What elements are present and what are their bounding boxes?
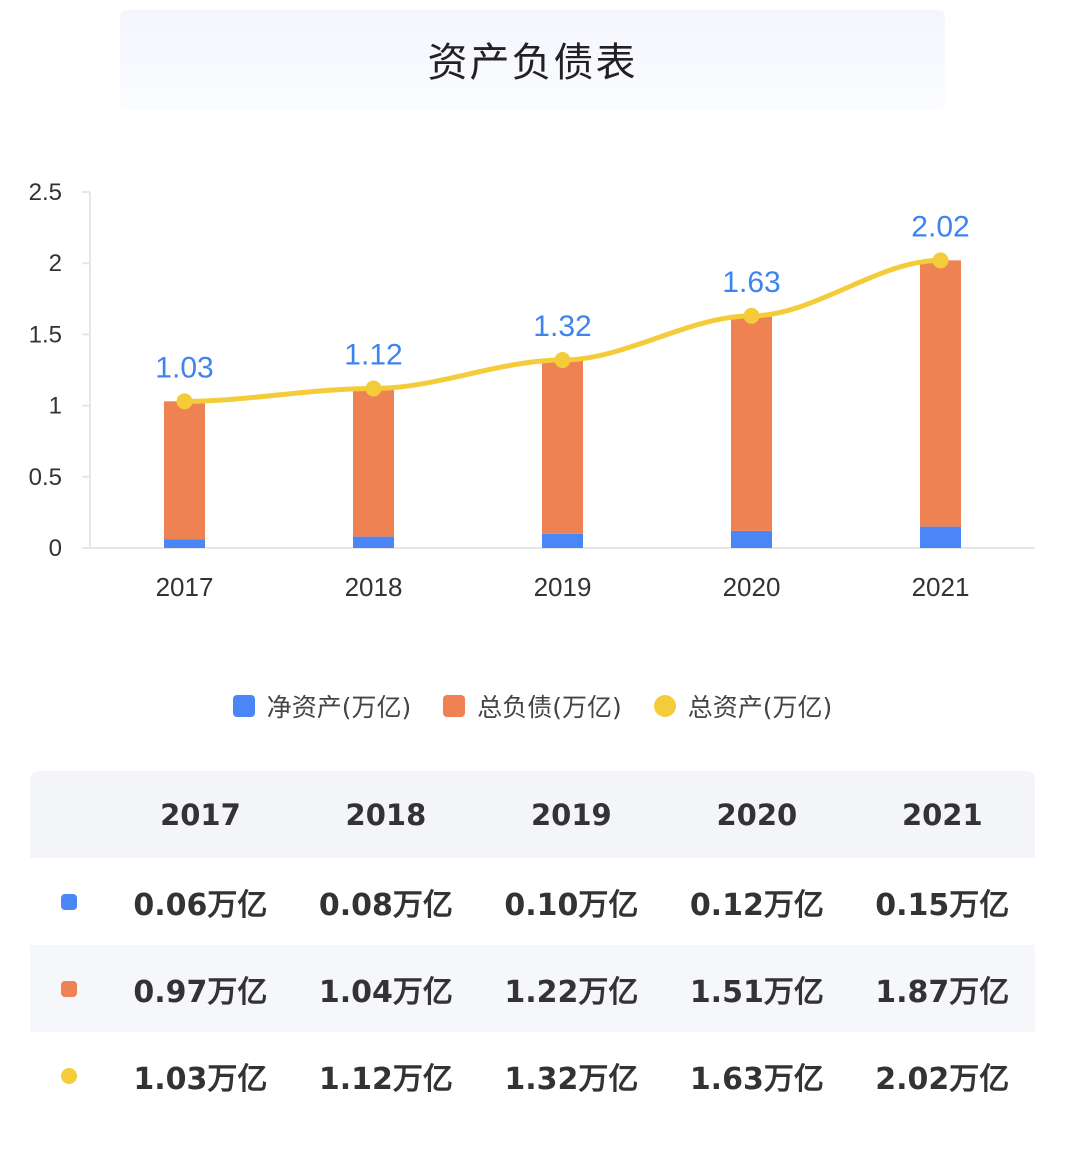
table-cell: 1.87万亿 (875, 974, 1010, 1010)
y-tick-label: 0.5 (29, 464, 62, 491)
table-cell: 1.63万亿 (689, 1061, 824, 1097)
x-tick-label: 2020 (723, 572, 781, 602)
y-tick-label: 2 (49, 250, 62, 277)
table-header-cell: 2017 (160, 797, 241, 832)
total-assets-marker (60, 1067, 77, 1084)
x-tick-label: 2018 (345, 572, 403, 602)
table-cell: 2.02万亿 (875, 1061, 1010, 1097)
y-tick-label: 2.5 (29, 179, 62, 206)
bar-net-assets (353, 536, 394, 548)
table-cell: 0.10万亿 (504, 887, 639, 923)
net-assets-marker (60, 893, 77, 910)
bar-total-liabilities (164, 401, 205, 540)
table-row-net-assets: 0.06万亿 0.08万亿 0.10万亿 0.12万亿 0.15万亿 (30, 858, 1035, 945)
legend-item-total-liabilities[interactable]: 总负债(万亿) (443, 688, 622, 724)
page-title: 资产负债表 (427, 40, 638, 86)
legend-label-total-assets: 总资产(万亿) (687, 693, 833, 722)
x-tick-label: 2017 (156, 572, 214, 602)
data-label-total-assets: 1.32 (533, 310, 591, 343)
table-cell: 1.03万亿 (133, 1061, 268, 1097)
y-tick-label: 1.5 (29, 321, 62, 348)
point-total-assets (932, 252, 949, 269)
y-tick-label: 0 (49, 535, 62, 562)
table-row-total-liabilities: 0.97万亿 1.04万亿 1.22万亿 1.51万亿 1.87万亿 (30, 945, 1035, 1032)
data-table: 2017 2018 2019 2020 2021 0.06万亿 0.08万亿 0… (30, 771, 1035, 1119)
table-header-cell: 2019 (531, 797, 612, 832)
legend-label-net-assets: 净资产(万亿) (266, 693, 412, 722)
table-header-cell: 2021 (901, 797, 983, 832)
legend-marker-net-assets (232, 695, 255, 717)
table-cell: 1.22万亿 (504, 974, 639, 1010)
legend-marker-total-assets (653, 695, 676, 717)
bar-net-assets (542, 533, 583, 548)
legend-item-total-assets[interactable]: 总资产(万亿) (653, 688, 833, 724)
table-cell: 0.97万亿 (133, 974, 268, 1010)
table-cell: 1.04万亿 (318, 974, 453, 1010)
y-tick-label: 1 (49, 393, 62, 420)
point-total-assets (743, 307, 760, 324)
table-cell: 1.51万亿 (689, 974, 824, 1010)
table-row-total-assets: 1.03万亿 1.12万亿 1.32万亿 1.63万亿 2.02万亿 (30, 1032, 1035, 1119)
data-label-total-assets: 1.03 (155, 351, 213, 384)
bar-net-assets (731, 530, 772, 548)
table-header-cell: 2020 (716, 797, 798, 832)
bar-net-assets (164, 539, 205, 548)
point-total-assets (365, 380, 382, 397)
table-cell: 0.15万亿 (875, 887, 1010, 923)
data-label-total-assets: 2.02 (911, 210, 969, 243)
x-tick-label: 2019 (534, 572, 592, 602)
bar-total-liabilities (542, 360, 583, 534)
bar-total-liabilities (353, 388, 394, 537)
table-marker-cell (30, 893, 108, 910)
data-label-total-assets: 1.12 (344, 339, 402, 372)
table-header-cell: 2018 (345, 797, 427, 832)
table-marker-cell (30, 1067, 108, 1084)
table-cell: 0.08万亿 (318, 887, 453, 923)
x-tick-label: 2021 (912, 572, 970, 602)
table-header-row: 2017 2018 2019 2020 2021 (30, 771, 1035, 858)
table-cell: 0.06万亿 (133, 887, 268, 923)
legend-item-net-assets[interactable]: 净资产(万亿) (232, 688, 412, 724)
table-cell: 1.32万亿 (504, 1061, 639, 1097)
bar-total-liabilities (920, 260, 961, 527)
point-total-assets (554, 352, 571, 369)
data-label-total-assets: 1.63 (722, 266, 780, 299)
table-cell: 0.12万亿 (689, 887, 824, 923)
title-band (120, 10, 945, 110)
bar-net-assets (920, 526, 961, 548)
balance-sheet-chart: 0 0.5 1 1.5 2 2.5 2017 2018 2019 2020 2021 1.03 1.12… (29, 179, 1035, 602)
table-marker-cell (30, 980, 108, 997)
table-cell: 1.12万亿 (318, 1061, 453, 1097)
legend-label-total-liabilities: 总负债(万亿) (477, 693, 622, 722)
chart-legend: 净资产(万亿) 总负债(万亿) 总资产(万亿) (0, 688, 1065, 724)
point-total-assets (176, 393, 193, 410)
total-liabilities-marker (60, 980, 77, 997)
bar-total-liabilities (731, 315, 772, 531)
legend-marker-total-liabilities (443, 695, 466, 717)
